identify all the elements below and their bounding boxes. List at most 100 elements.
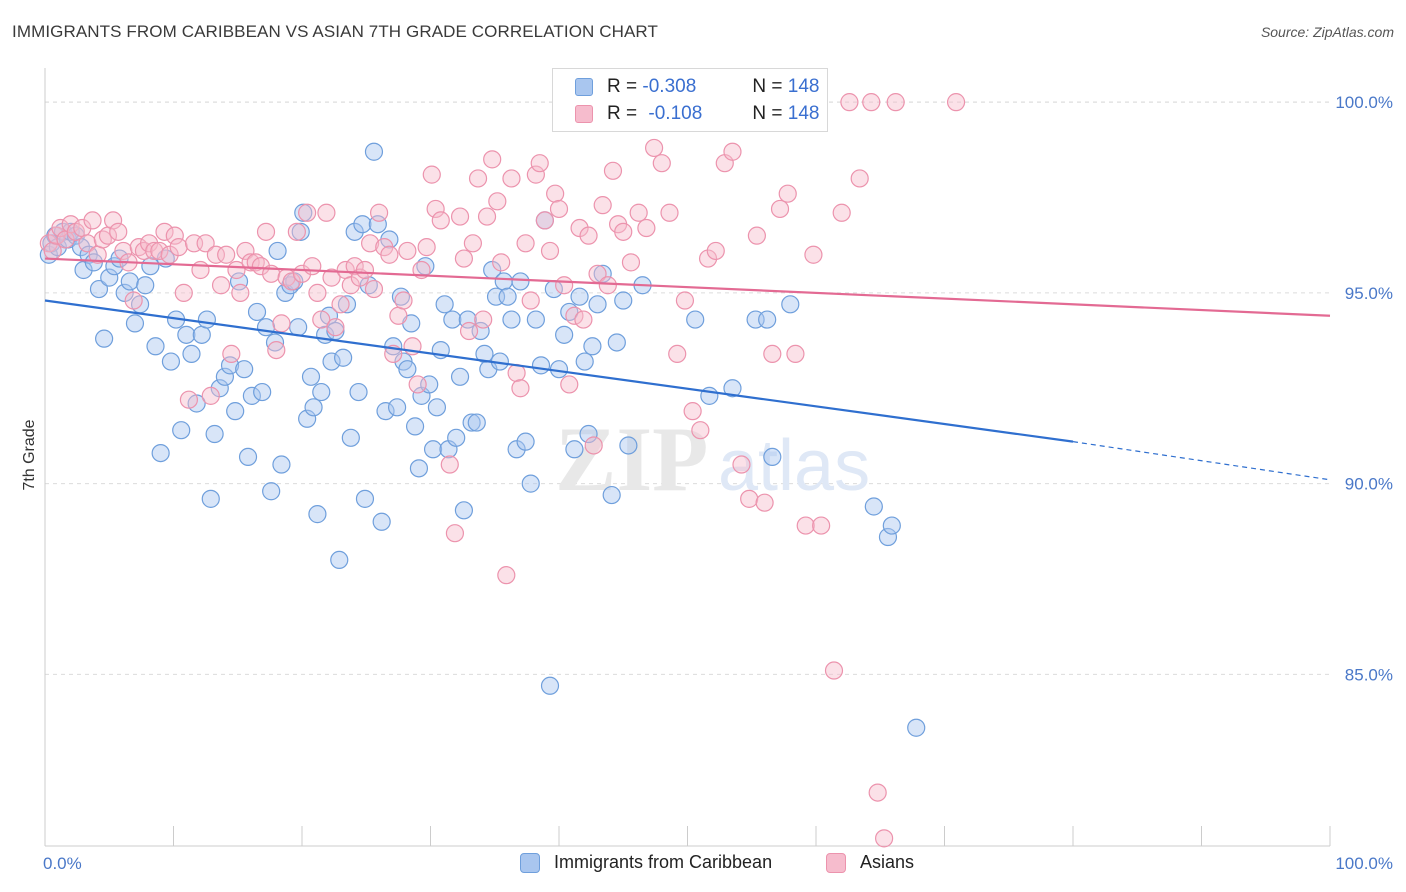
point-asians [217, 245, 236, 264]
correlation-legend: R = -0.308 N = 148 R = -0.108 N = 148 [552, 68, 828, 132]
point-asians [445, 524, 465, 543]
point-caribbean [182, 344, 201, 364]
legend-label-caribbean: Immigrants from Caribbean [554, 852, 773, 872]
y-tick-label: 90.0% [1345, 475, 1393, 494]
point-asians [231, 283, 250, 302]
point-caribbean [298, 409, 317, 428]
point-caribbean [540, 676, 560, 695]
legend-item-asians: Asians [826, 852, 914, 873]
point-asians [331, 295, 350, 314]
point-asians [251, 257, 270, 276]
point-caribbean [588, 295, 607, 314]
trend-line-caribbean-extrapolated [1072, 441, 1331, 481]
point-caribbean [502, 310, 521, 329]
legend-label-asians: Asians [860, 852, 915, 872]
x-tick-label-max: 100.0% [1335, 854, 1393, 873]
point-asians [549, 199, 569, 219]
point-asians [804, 245, 823, 264]
axis-labels: 85.0% 90.0% 95.0% 100.0% 0.0% 100.0% 7th Grade [21, 93, 1393, 873]
point-caribbean [565, 440, 584, 459]
point-asians [222, 344, 241, 364]
point-asians [179, 390, 199, 409]
point-caribbean [423, 440, 443, 459]
chart-title: IMMIGRANTS FROM CARIBBEAN VS ASIAN 7TH G… [12, 22, 658, 41]
legend-n-value: 148 [787, 103, 820, 124]
point-asians [637, 218, 656, 238]
legend-r-label: R = [607, 76, 638, 97]
point-caribbean [570, 287, 589, 306]
point-asians [770, 199, 790, 219]
point-caribbean [265, 333, 285, 352]
point-asians [603, 161, 623, 180]
point-caribbean [192, 325, 211, 344]
point-caribbean [443, 310, 462, 329]
point-caribbean [337, 295, 357, 314]
series-asians [39, 93, 966, 848]
point-asians [355, 260, 375, 280]
point-caribbean [334, 348, 353, 367]
point-caribbean [583, 337, 602, 356]
point-caribbean [387, 398, 407, 417]
point-asians [389, 306, 408, 325]
point-asians [191, 260, 210, 280]
point-asians [560, 375, 579, 394]
legend-r-value: -0.308 [642, 76, 697, 97]
point-asians [516, 234, 535, 253]
point-asians [174, 283, 193, 302]
legend-row-caribbean: R = -0.308 N = 148 [575, 75, 819, 99]
point-caribbean [447, 428, 466, 447]
point-asians [546, 184, 565, 203]
point-caribbean [349, 382, 368, 402]
point-asians [755, 493, 774, 512]
point-asians [850, 169, 869, 188]
point-caribbean [291, 222, 310, 241]
point-asians [370, 203, 389, 222]
trend-line-caribbean [44, 299, 1074, 443]
point-asians [875, 829, 894, 848]
point-caribbean [511, 272, 530, 291]
point-asians [526, 165, 545, 184]
point-asians [422, 165, 441, 184]
point-asians [747, 226, 766, 245]
point-asians [272, 314, 291, 333]
point-caribbean [686, 310, 705, 329]
legend-row-asians: R = -0.108 N = 148 [575, 102, 819, 126]
point-caribbean [907, 718, 926, 737]
point-asians [786, 344, 805, 364]
point-asians [303, 257, 322, 276]
point-caribbean [450, 367, 470, 386]
legend-swatch-asians [826, 852, 846, 873]
point-asians [540, 241, 560, 261]
point-caribbean [531, 356, 551, 375]
point-asians [796, 516, 815, 535]
point-asians [614, 222, 633, 241]
point-caribbean [100, 268, 119, 287]
point-caribbean [763, 447, 782, 467]
point-caribbean [330, 550, 349, 570]
point-caribbean [427, 398, 447, 417]
legend-item-caribbean: Immigrants from Caribbean [520, 852, 772, 873]
point-caribbean [781, 295, 800, 314]
point-asians [886, 93, 905, 112]
point-caribbean [312, 382, 331, 402]
point-asians [530, 154, 549, 173]
point-asians [778, 184, 797, 203]
point-asians [698, 249, 718, 268]
point-asians [256, 222, 276, 241]
point-caribbean [151, 443, 170, 463]
point-asians [668, 344, 687, 364]
point-asians [322, 268, 341, 287]
trend-line-asians [44, 257, 1331, 317]
point-asians [124, 291, 143, 310]
point-caribbean [238, 447, 258, 467]
legend-n-label: N = [752, 76, 783, 97]
point-caribbean [322, 352, 341, 371]
point-asians [555, 276, 574, 295]
point-asians [691, 421, 710, 440]
point-asians [593, 196, 612, 215]
point-asians [227, 260, 246, 280]
point-asians [868, 783, 887, 802]
point-asians [652, 154, 671, 173]
point-asians [312, 310, 331, 329]
point-asians [104, 211, 123, 230]
